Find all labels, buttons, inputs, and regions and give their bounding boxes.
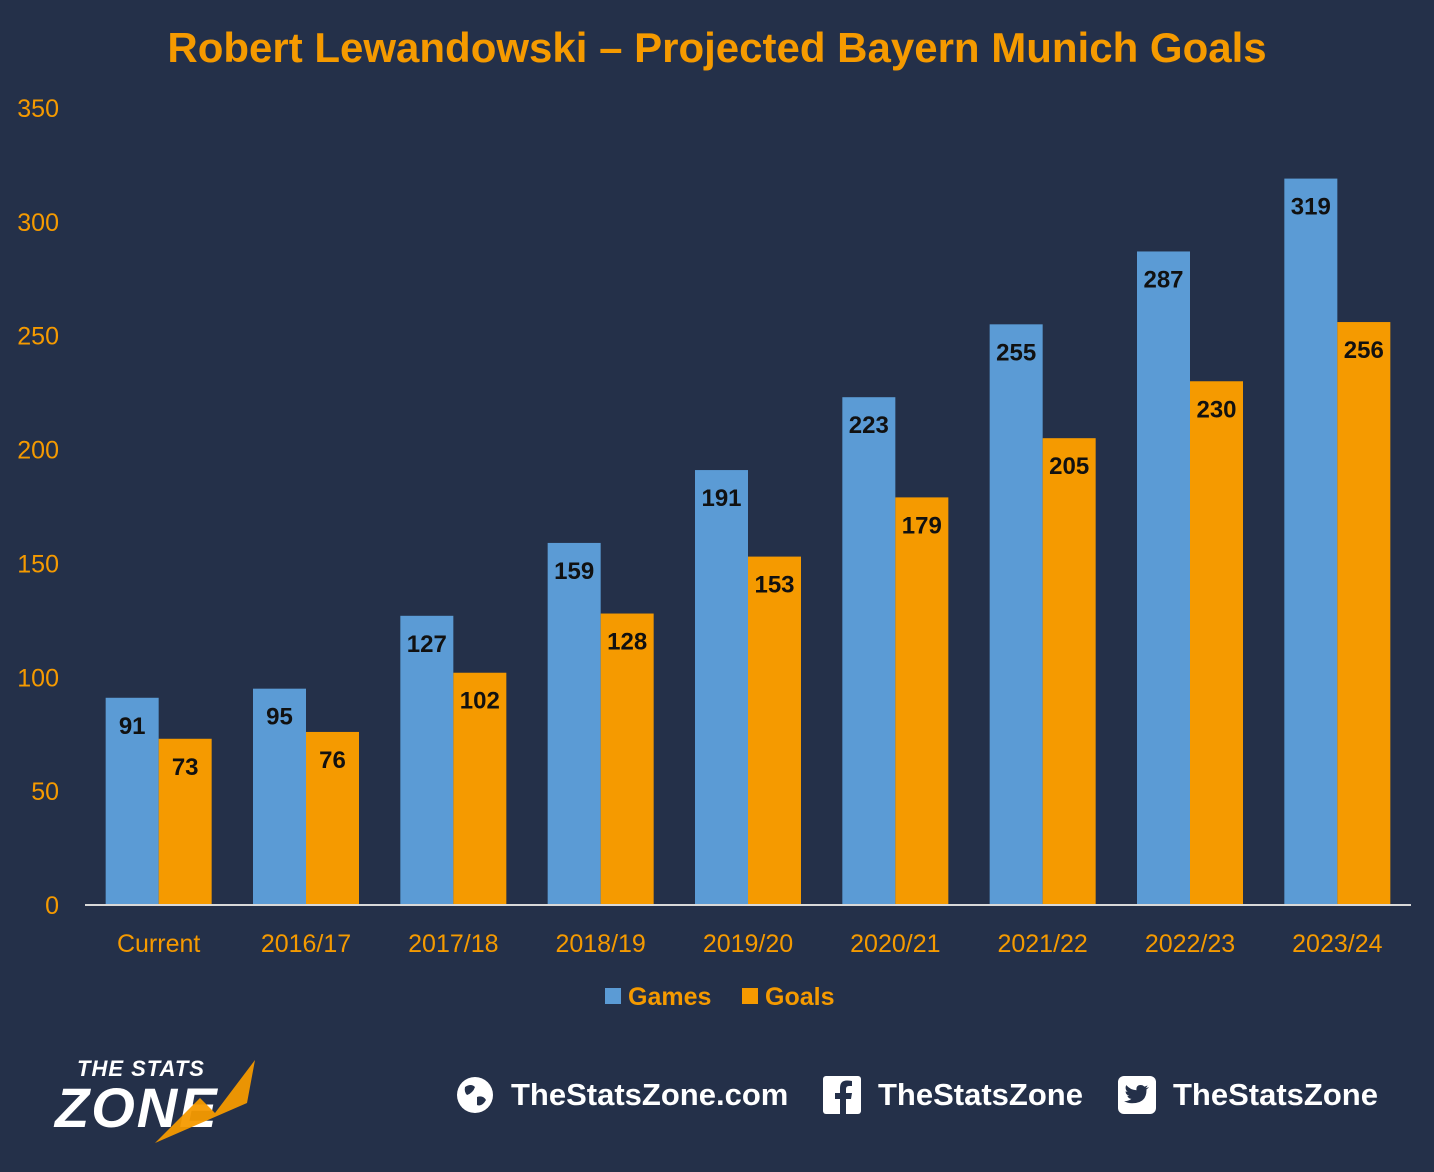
facebook-icon [823,1076,861,1114]
x-tick-label: 2020/21 [850,930,940,958]
logo-line1: THE STATS [77,1056,205,1081]
twitter-label: TheStatsZone [1173,1077,1378,1112]
y-tick-label: 350 [17,95,59,123]
data-label-games: 95 [266,704,293,731]
data-label-goals: 230 [1196,396,1236,423]
x-tick-label: 2022/23 [1145,930,1235,958]
data-label-games: 319 [1291,194,1331,221]
twitter-icon [1118,1076,1156,1114]
data-label-games: 223 [849,412,889,439]
facebook-label: TheStatsZone [878,1077,1083,1112]
data-label-games: 287 [1143,266,1183,293]
bar-goals [1190,381,1243,905]
bar-games [105,697,159,905]
bar-games [1137,251,1190,905]
y-tick-label: 200 [17,437,59,465]
chart: Robert Lewandowski – Projected Bayern Mu… [17,24,1411,1011]
data-label-goals: 256 [1344,337,1384,364]
data-label-games: 255 [996,339,1036,366]
logo-swoosh-icon [155,1060,255,1143]
data-label-goals: 102 [460,688,500,715]
data-label-goals: 76 [319,747,346,774]
y-axis-ticks: 0 50 100 150 200 250 300 350 [17,95,59,920]
x-tick-label: 2016/17 [261,930,351,958]
x-axis-labels: Current 2016/17 2017/18 2018/19 2019/20 2020/… [117,930,1383,958]
data-label-games: 159 [554,558,594,585]
twitter-link[interactable]: TheStatsZone [1117,1070,1378,1120]
bar-games [253,688,306,905]
data-labels: 91 73 95 76 127 102 159 128 191 153 223 179 255 205 28… [119,194,1384,781]
y-tick-label: 0 [45,892,59,920]
x-tick-label: Current [117,930,200,958]
legend: Games Goals [605,983,834,1011]
x-tick-label: 2018/19 [555,930,645,958]
bar-goals [158,738,212,905]
data-label-goals: 179 [902,512,942,539]
bar-games [695,470,748,905]
bar-goals [748,556,801,905]
facebook-link[interactable]: TheStatsZone [822,1070,1083,1120]
x-tick-label: 2019/20 [703,930,793,958]
globe-icon [457,1077,493,1113]
x-tick-label: 2023/24 [1292,930,1382,958]
footer: THE STATS ZONE TheStatsZone.com TheStats… [0,1040,1434,1150]
data-label-games: 127 [407,631,447,658]
x-tick-label: 2017/18 [408,930,498,958]
y-tick-label: 150 [17,550,59,578]
data-label-games: 91 [119,713,146,740]
legend-swatch-games [605,988,621,1004]
bar-goals [1042,438,1096,905]
chart-title: Robert Lewandowski – Projected Bayern Mu… [167,24,1266,71]
y-tick-label: 100 [17,664,59,692]
bar-goals [453,672,507,905]
bar-goals [600,613,654,905]
y-tick-label: 300 [17,209,59,237]
bar-games [1284,178,1338,905]
bar-games [547,542,601,905]
x-tick-label: 2021/22 [997,930,1087,958]
legend-label-games: Games [628,983,711,1011]
bar-games [989,324,1043,905]
bar-goals [895,497,949,905]
legend-label-goals: Goals [765,983,834,1011]
bar-games [400,615,454,905]
data-label-goals: 153 [754,572,794,599]
bar-games [842,397,896,905]
legend-swatch-goals [742,988,758,1004]
bar-goals [306,731,359,905]
data-label-goals: 128 [607,629,647,656]
data-label-games: 191 [701,485,741,512]
stats-zone-logo: THE STATS ZONE [55,1050,305,1145]
data-label-goals: 73 [172,754,199,781]
website-label: TheStatsZone.com [511,1077,789,1112]
bars [105,178,1391,906]
y-tick-label: 50 [31,778,59,806]
data-label-goals: 205 [1049,453,1089,480]
y-tick-label: 250 [17,323,59,351]
bar-goals [1337,322,1391,906]
website-link[interactable]: TheStatsZone.com [455,1070,788,1120]
